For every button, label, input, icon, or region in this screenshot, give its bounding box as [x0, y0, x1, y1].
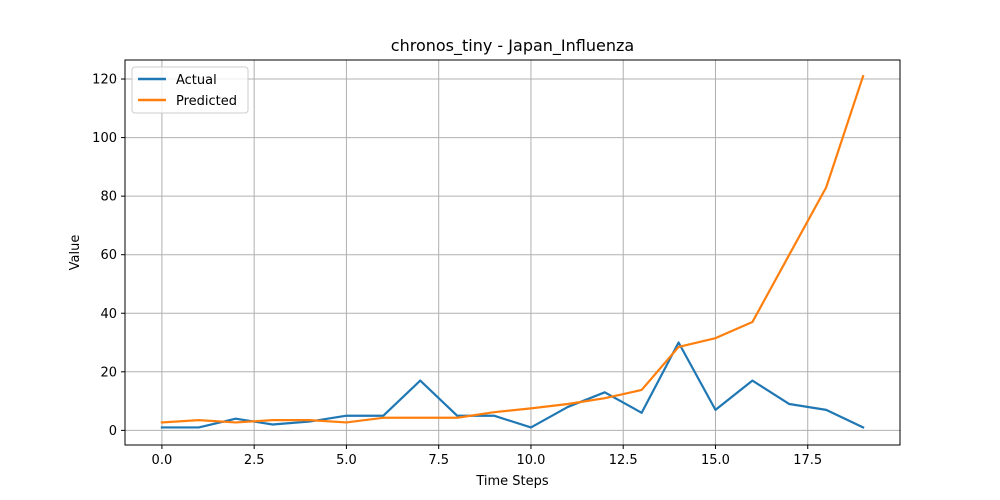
plot-frame — [124, 59, 901, 446]
y-tick-label: 20 — [100, 365, 117, 380]
legend: Actual Predicted — [131, 66, 249, 114]
x-tick-label: 2.5 — [244, 453, 265, 468]
y-tick-label: 120 — [92, 73, 117, 88]
x-tick-label: 5.0 — [336, 453, 357, 468]
axis-ticks: 0.0 2.5 5.0 7.5 10.0 12.5 15.0 17.5 0 20 40 60 80 100… — [92, 73, 822, 468]
x-tick-label: 12.5 — [609, 453, 638, 468]
y-tick-label: 0 — [109, 424, 117, 439]
legend-label-actual: Actual — [176, 73, 217, 88]
series-line-predicted — [160, 74, 865, 424]
x-tick-label: 15.0 — [701, 453, 730, 468]
x-tick-label: 17.5 — [793, 453, 822, 468]
y-axis-label: Value — [68, 235, 83, 271]
series-lines — [160, 74, 865, 429]
y-tick-label: 40 — [100, 307, 117, 322]
x-tick-label: 10.0 — [516, 453, 545, 468]
chart-title: chronos_tiny - Japan_Influenza — [391, 36, 634, 56]
legend-label-predicted: Predicted — [176, 94, 237, 109]
x-axis-label: Time Steps — [475, 474, 549, 489]
y-tick-label: 60 — [100, 248, 117, 263]
y-tick-label: 100 — [92, 131, 117, 146]
grid — [125, 60, 900, 445]
series-line-actual — [160, 341, 865, 429]
x-tick-label: 7.5 — [428, 453, 449, 468]
y-tick-label: 80 — [100, 190, 117, 205]
x-tick-label: 0.0 — [152, 453, 173, 468]
